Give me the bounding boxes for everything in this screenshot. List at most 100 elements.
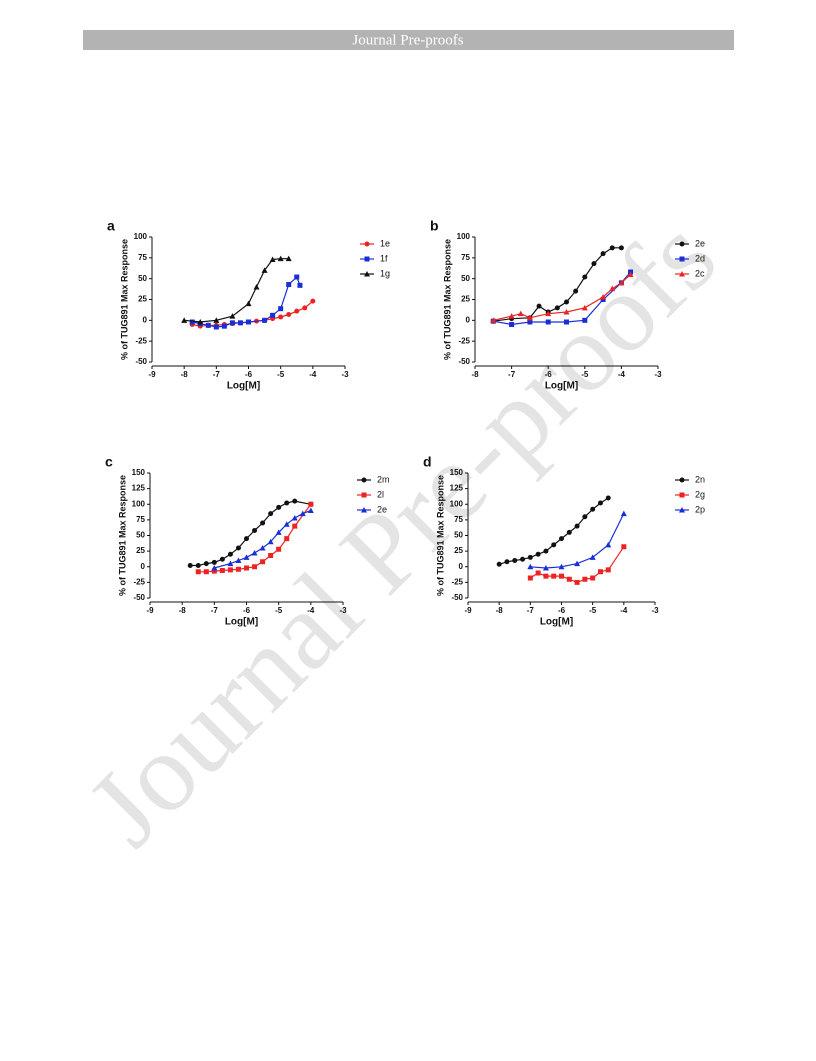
marker	[235, 545, 241, 551]
marker	[563, 309, 570, 315]
marker	[227, 560, 234, 567]
x-tick-label: -5	[581, 370, 589, 379]
marker	[517, 310, 524, 317]
x-tick-label: -3	[341, 370, 349, 379]
marker	[527, 554, 533, 560]
marker	[275, 529, 282, 535]
marker	[535, 570, 541, 576]
marker	[605, 541, 612, 548]
marker	[237, 320, 243, 326]
x-tick-label: -8	[181, 370, 189, 379]
marker	[211, 565, 218, 571]
marker	[490, 317, 497, 323]
marker	[308, 501, 314, 507]
marker	[535, 551, 541, 557]
marker	[618, 279, 625, 286]
marker	[253, 284, 260, 290]
marker	[227, 551, 233, 557]
x-tick-label: -6	[558, 606, 566, 615]
y-tick-label: -25	[135, 336, 147, 345]
marker	[284, 500, 290, 506]
legend-marker	[679, 271, 685, 277]
legend-label: 2l	[377, 489, 384, 499]
marker	[229, 320, 235, 326]
marker	[252, 528, 258, 533]
x-tick-label: -9	[148, 370, 156, 379]
x-axis-label: Log[M]	[545, 381, 578, 392]
y-tick-label: 25	[136, 546, 145, 555]
marker	[270, 312, 276, 318]
marker	[195, 563, 201, 568]
marker	[292, 523, 298, 529]
marker	[181, 317, 188, 323]
y-tick-label: 0	[466, 315, 471, 324]
marker	[545, 310, 552, 317]
marker	[252, 564, 258, 570]
marker	[260, 559, 266, 565]
marker	[545, 319, 551, 325]
y-tick-label: 100	[450, 499, 464, 508]
marker	[213, 324, 219, 330]
marker	[582, 274, 588, 280]
x-axis-label: Log[M]	[225, 617, 258, 628]
panel-label: b	[430, 218, 439, 234]
x-tick-label: -4	[307, 606, 315, 615]
marker	[294, 274, 300, 280]
fit-curve	[184, 258, 289, 323]
marker	[221, 323, 227, 329]
marker	[589, 554, 596, 560]
y-tick-label: 125	[132, 484, 146, 493]
marker	[582, 317, 588, 323]
marker	[235, 566, 241, 572]
y-tick-label: 50	[136, 531, 145, 540]
marker	[269, 256, 276, 262]
x-tick-label: -6	[545, 370, 553, 379]
marker	[310, 298, 316, 304]
marker	[581, 304, 588, 311]
marker	[508, 313, 515, 319]
y-tick-label: 0	[143, 315, 148, 324]
marker	[526, 314, 533, 321]
marker	[590, 575, 596, 581]
marker	[627, 271, 634, 277]
y-tick-label: 150	[132, 468, 146, 477]
legend-marker	[361, 492, 367, 498]
marker	[261, 267, 268, 273]
legend-label: 1e	[380, 238, 390, 248]
x-tick-label: -4	[618, 370, 626, 379]
x-tick-label: -5	[277, 370, 285, 379]
header-title: Journal Pre-proofs	[352, 32, 463, 48]
marker	[189, 319, 195, 325]
marker	[268, 511, 274, 517]
marker	[564, 299, 569, 305]
x-tick-label: -7	[211, 606, 219, 615]
x-tick-label: -3	[651, 606, 659, 615]
y-tick-label: 125	[450, 484, 464, 493]
marker	[621, 544, 627, 550]
marker	[536, 303, 542, 309]
marker	[291, 515, 298, 521]
marker	[243, 554, 250, 560]
marker	[229, 313, 236, 319]
marker	[286, 282, 292, 287]
marker	[591, 261, 597, 267]
panel-label: a	[107, 218, 115, 234]
x-tick-label: -8	[179, 606, 187, 615]
y-tick-label: -50	[133, 593, 145, 602]
marker	[582, 514, 588, 520]
y-tick-label: 75	[138, 253, 147, 262]
marker	[512, 558, 518, 563]
x-tick-label: -9	[464, 606, 472, 615]
marker	[527, 319, 533, 325]
y-tick-label: -50	[458, 357, 470, 366]
x-tick-label: -7	[508, 370, 516, 379]
marker	[527, 563, 534, 570]
marker	[574, 523, 580, 529]
legend-label: 2e	[695, 238, 705, 248]
legend-marker	[679, 477, 685, 483]
y-tick-label: 25	[454, 546, 463, 555]
y-tick-label: 25	[461, 295, 470, 304]
marker	[558, 563, 565, 570]
marker	[235, 557, 242, 563]
